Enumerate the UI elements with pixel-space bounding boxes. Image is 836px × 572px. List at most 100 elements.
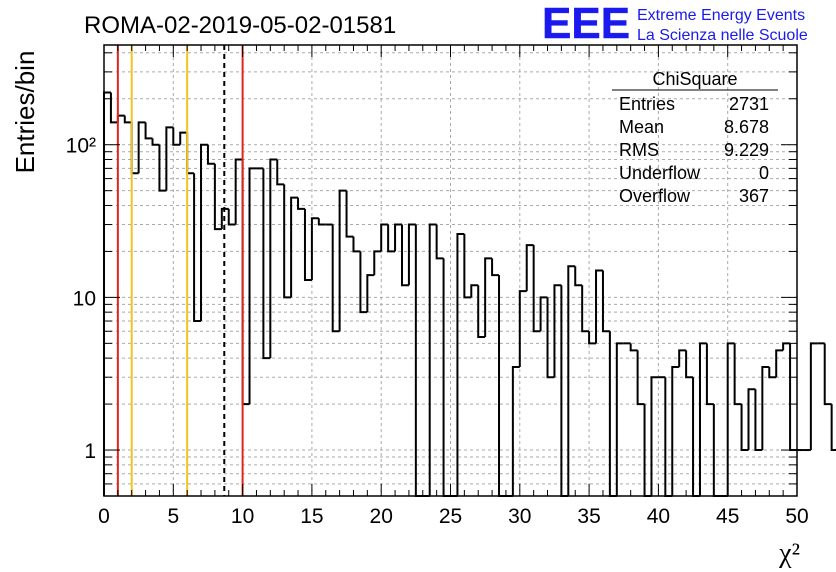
histogram-bin	[823, 343, 832, 406]
histogram-bin	[747, 388, 756, 451]
histogram-bin	[123, 115, 132, 124]
stats-label: Mean	[619, 117, 664, 137]
histogram-bin	[470, 284, 479, 298]
histogram-bin	[518, 290, 527, 367]
x-tick-label: 20	[370, 505, 393, 528]
histogram-bin	[608, 331, 617, 497]
histogram-bin	[463, 234, 472, 299]
x-tick-label: 10	[231, 505, 254, 528]
histogram-bin	[477, 285, 486, 339]
histogram-bin	[601, 270, 610, 333]
histogram-bin	[345, 190, 354, 238]
y-tick-label: 10²	[66, 135, 96, 158]
histogram-bin	[103, 91, 111, 496]
histogram-bin	[276, 159, 285, 186]
histogram-bin	[768, 366, 777, 379]
histogram-bin	[740, 404, 749, 452]
x-tick-label: 45	[716, 505, 739, 528]
stats-value: 0	[759, 163, 769, 183]
histogram-bin	[352, 236, 361, 253]
stats-value: 2731	[729, 94, 769, 114]
y-tick-label: 10	[73, 287, 96, 310]
histogram-bin	[595, 269, 603, 344]
histogram-bin	[193, 173, 202, 323]
histogram-bin	[581, 285, 590, 333]
logo-line-2: La Scienza nelle Scuole	[637, 27, 808, 44]
histogram-bin	[234, 158, 243, 225]
histogram-bin	[137, 121, 146, 174]
histogram-bin	[456, 233, 465, 496]
histogram-bin	[269, 158, 278, 359]
histogram-bin	[165, 126, 174, 191]
histogram-bin	[116, 114, 125, 123]
histogram-bin	[109, 92, 118, 124]
x-tick-label: 25	[439, 505, 462, 528]
stats-value: 367	[739, 186, 769, 206]
histogram-bin	[200, 143, 208, 322]
histogram-bin	[705, 343, 714, 406]
histogram-bin	[671, 365, 680, 496]
histogram-bin	[338, 189, 347, 332]
histogram-bin	[241, 159, 250, 406]
histogram-bin	[567, 265, 576, 496]
histogram-bin	[775, 349, 784, 378]
histogram-bin	[754, 389, 763, 452]
histogram-bin	[692, 377, 700, 497]
histogram-bin	[310, 217, 319, 280]
x-tick-label: 40	[647, 505, 670, 528]
x-axis-label: χ²	[778, 538, 800, 569]
histogram-bin	[186, 132, 195, 175]
histogram-bin	[317, 218, 326, 226]
stats-label: Underflow	[619, 163, 701, 183]
histogram-bin	[574, 266, 583, 287]
histogram-bin	[227, 208, 236, 226]
histogram-bin	[525, 244, 534, 292]
histogram-bin	[331, 224, 340, 333]
histogram-bin	[428, 223, 437, 496]
histogram-bin	[511, 365, 520, 496]
histogram-bin	[761, 365, 770, 451]
histogram-bin	[636, 350, 645, 406]
histogram-bin	[359, 251, 368, 314]
histogram-bin	[532, 245, 541, 333]
histogram-bin	[179, 131, 188, 145]
histogram-bin	[491, 258, 500, 277]
histogram-bin	[400, 224, 409, 287]
y-tick-label: 1	[84, 440, 96, 463]
stats-value: 9.229	[724, 140, 769, 160]
histogram-bin	[809, 342, 818, 451]
histogram-bin	[407, 223, 416, 286]
histogram-bin	[290, 196, 299, 298]
marker-lines	[116, 45, 244, 496]
histogram-bin	[130, 122, 139, 175]
x-tick-label: 15	[300, 505, 323, 528]
x-tick-label: 50	[785, 505, 808, 528]
histogram-bin	[172, 127, 181, 146]
histogram-bin	[206, 144, 215, 165]
histogram-bin	[387, 224, 396, 253]
histogram-bin	[380, 223, 389, 252]
histogram-bin	[726, 342, 735, 496]
histogram-bin	[678, 349, 687, 367]
histogram-bin	[539, 296, 548, 332]
x-tick-label: 0	[98, 505, 110, 528]
histogram-bin	[830, 404, 836, 452]
stats-label: RMS	[619, 140, 659, 160]
x-tick-label: 30	[508, 505, 531, 528]
stats-label: Entries	[619, 94, 675, 114]
histogram-bin	[366, 274, 375, 313]
axes: 0 5 10 15 20 25 30 35 40 45 50 1 10 10²	[66, 44, 809, 528]
histogram-bin	[733, 343, 742, 406]
histogram-bin	[414, 224, 423, 497]
histogram-bin	[435, 224, 444, 260]
histogram-bin	[588, 331, 597, 345]
x-tick-label: 35	[577, 505, 600, 528]
histogram-bin	[629, 343, 638, 352]
histogram-bin	[220, 207, 229, 230]
stats-box: ChiSquare Entries 2731 Mean 8.678 RMS 9.229 Und…	[612, 69, 778, 206]
histogram-bin	[373, 250, 382, 276]
histogram-bin	[297, 197, 305, 210]
histogram-bin	[698, 342, 707, 496]
histogram-bin	[303, 208, 312, 281]
